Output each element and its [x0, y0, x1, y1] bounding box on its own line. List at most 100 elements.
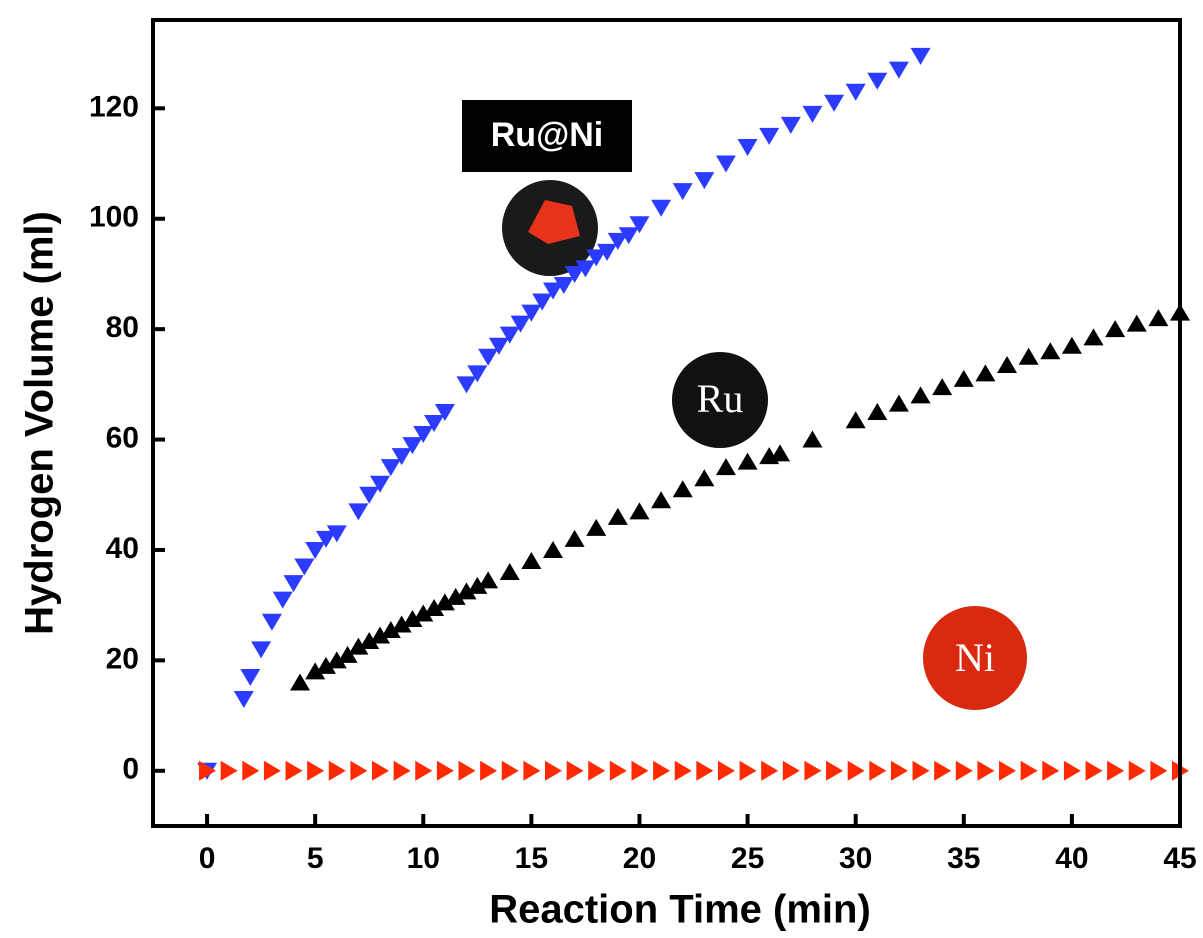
data-point — [413, 604, 434, 622]
data-point — [542, 282, 563, 300]
x-tick-label: 40 — [1055, 842, 1088, 875]
data-point — [910, 386, 931, 404]
data-point — [315, 656, 336, 674]
particle-core — [528, 200, 580, 244]
data-point — [770, 444, 791, 462]
data-point — [999, 760, 1017, 781]
x-tick-label: 5 — [307, 842, 324, 875]
data-point — [1105, 320, 1126, 338]
data-point — [434, 593, 455, 611]
data-point — [220, 760, 238, 781]
data-point — [1083, 328, 1104, 346]
data-point — [575, 260, 596, 278]
data-point — [251, 641, 272, 659]
data-point — [826, 760, 844, 781]
data-point — [283, 575, 304, 593]
data-point — [402, 609, 423, 627]
data-point — [934, 760, 952, 781]
data-point — [499, 563, 520, 581]
data-point — [242, 760, 260, 781]
data-point — [997, 356, 1018, 374]
data-point — [597, 243, 618, 261]
data-point — [890, 760, 908, 781]
data-point — [737, 452, 758, 470]
data-point — [263, 760, 281, 781]
data-point — [261, 613, 282, 631]
data-point — [415, 760, 433, 781]
data-point — [337, 645, 358, 663]
data-point — [350, 760, 368, 781]
data-point — [737, 138, 758, 156]
data-point — [586, 249, 607, 267]
data-point — [802, 430, 823, 448]
data-point — [553, 276, 574, 294]
x-tick-label: 45 — [1163, 842, 1196, 875]
data-point — [607, 507, 628, 525]
data-point — [953, 369, 974, 387]
data-point — [888, 61, 909, 79]
data-point — [436, 760, 454, 781]
y-tick-label: 0 — [122, 753, 139, 786]
data-point — [307, 760, 325, 781]
data-point — [391, 448, 412, 466]
data-point — [1040, 342, 1061, 360]
data-point — [402, 437, 423, 455]
data-point — [294, 558, 315, 576]
data-point — [715, 458, 736, 476]
data-point — [424, 598, 445, 616]
data-point — [413, 426, 434, 444]
data-point — [467, 576, 488, 594]
data-point — [510, 315, 531, 333]
data-point — [804, 760, 822, 781]
y-tick-label: 100 — [89, 201, 139, 234]
data-point — [391, 615, 412, 633]
data-point — [672, 480, 693, 498]
data-point — [272, 591, 293, 609]
data-point — [523, 760, 541, 781]
data-point — [910, 47, 931, 65]
y-tick-label: 120 — [89, 90, 139, 123]
data-point — [434, 403, 455, 421]
data-point — [380, 459, 401, 477]
data-point — [1148, 309, 1169, 327]
data-point — [1063, 760, 1081, 781]
data-point — [478, 571, 499, 589]
data-point — [233, 691, 254, 709]
data-point — [761, 760, 779, 781]
data-point — [370, 626, 391, 644]
y-tick-label: 60 — [106, 421, 139, 454]
data-point — [782, 760, 800, 781]
data-point — [458, 760, 476, 781]
data-point — [532, 293, 553, 311]
data-point — [370, 475, 391, 493]
data-point — [977, 760, 995, 781]
data-point — [1042, 760, 1060, 781]
data-point — [629, 502, 650, 520]
data-point — [1085, 760, 1103, 781]
data-point — [631, 760, 649, 781]
data-point — [845, 411, 866, 429]
y-tick-label: 80 — [106, 311, 139, 344]
data-point — [348, 503, 369, 521]
data-point — [1126, 314, 1147, 332]
y-tick-label: 40 — [106, 532, 139, 565]
data-point — [542, 540, 563, 558]
data-point — [694, 172, 715, 190]
data-point — [653, 760, 671, 781]
annotation-label: Ru — [697, 376, 744, 421]
x-tick-label: 30 — [839, 842, 872, 875]
data-point — [393, 760, 411, 781]
data-point — [290, 673, 311, 691]
data-point — [932, 378, 953, 396]
data-point — [867, 402, 888, 420]
data-point — [847, 760, 865, 781]
data-point — [1150, 760, 1168, 781]
data-point — [424, 415, 445, 432]
data-point — [888, 394, 909, 412]
data-point — [618, 227, 639, 245]
data-point — [521, 552, 542, 570]
data-point — [674, 760, 692, 781]
annotation-label: Ru@Ni — [491, 116, 603, 154]
data-point — [326, 525, 347, 543]
x-tick-label: 20 — [623, 842, 656, 875]
